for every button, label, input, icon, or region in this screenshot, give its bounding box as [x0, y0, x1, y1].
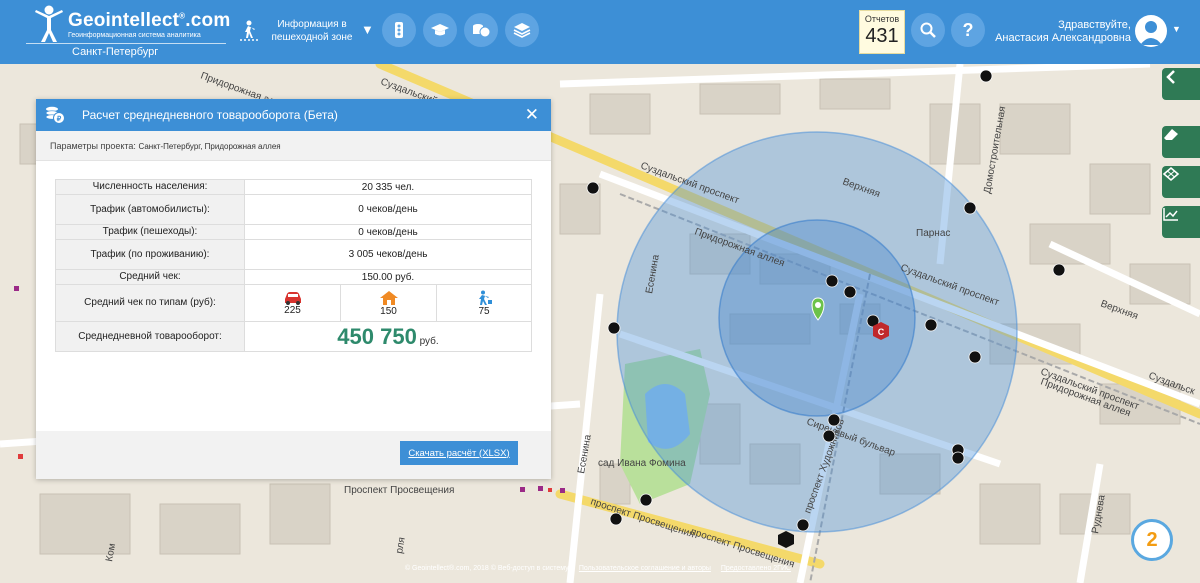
car-icon: [284, 291, 301, 305]
logo-person-icon: [35, 5, 63, 42]
pedestrian-zone-icon: [240, 20, 258, 41]
competitor-markers[interactable]: С: [586, 69, 1066, 548]
education-icon: [431, 24, 449, 36]
row-label: Средний чек:: [55, 269, 245, 285]
search-button[interactable]: [911, 13, 945, 47]
chevron-left-icon: [1166, 70, 1175, 84]
terms-link[interactable]: Пользовательское соглашение и авторы: [578, 565, 711, 572]
panel-footer: Скачать расчёт (XLSX): [36, 431, 551, 479]
user-menu-dropdown-icon[interactable]: ▼: [1172, 24, 1181, 34]
help-icon: ?: [962, 19, 974, 40]
avg-check-car: 225: [244, 284, 341, 322]
logo-title: Geointellect®.com: [68, 10, 231, 31]
2gis-link[interactable]: Предоставлено 2ГИС: [720, 565, 792, 572]
project-params: Параметры проекта: Санкт-Петербург, Прид…: [36, 131, 551, 161]
panel-header[interactable]: ₽ Расчет среднедневного товарооборота (Б…: [36, 99, 551, 131]
row-value: 20 335 чел.: [244, 179, 532, 195]
street-label: рля: [394, 536, 408, 554]
project-params-value: Санкт-Петербург, Придорожная аллея: [138, 142, 281, 151]
city-selector[interactable]: Санкт-Петербург: [72, 46, 159, 58]
table-row: Трафик (пешеходы): 0 чеков/день: [55, 224, 532, 240]
user-greeting[interactable]: Здравствуйте, Анастасия Александровна: [995, 19, 1131, 44]
turnover-value: 450 750: [337, 323, 417, 349]
pedestrian-zone-dropdown-icon[interactable]: ▼: [361, 22, 374, 37]
search-icon: [920, 22, 936, 38]
user-icon: [1140, 21, 1162, 45]
page-footer: © Geointellect®.com, 2018 © Веб-доступ в…: [404, 565, 792, 572]
traffic-light-button[interactable]: [382, 13, 416, 47]
layers-icon: [513, 23, 531, 38]
park-label: сад Ивана Фомина: [598, 458, 686, 469]
reports-counter[interactable]: Отчетов 431: [859, 10, 905, 54]
row-label: Среднедневной товарооборот:: [55, 321, 245, 352]
area-tool-button[interactable]: [1162, 166, 1200, 198]
street-label: Ком: [104, 543, 118, 563]
logo-subtitle: Геоинформационная система аналитика: [68, 32, 201, 39]
turnover-calculation-panel: ₽ Расчет среднедневного товарооборота (Б…: [36, 99, 551, 479]
row-label: Трафик (по проживанию):: [55, 239, 245, 270]
avatar[interactable]: [1135, 15, 1167, 47]
svg-text:С: С: [878, 327, 885, 337]
row-value: 3 005 чеков/день: [244, 239, 532, 270]
coins-icon: ₽: [45, 106, 65, 124]
eraser-icon: [1164, 129, 1178, 140]
street-label: Проспект Просвещения: [344, 485, 454, 496]
row-value: 150.00 руб.: [244, 269, 532, 285]
row-label: Трафик (автомобилисты):: [55, 194, 245, 225]
logo[interactable]: Geointellect®.com Геоинформационная сист…: [8, 2, 231, 60]
turnover-unit: руб.: [419, 335, 439, 347]
grid-area-icon: [1162, 166, 1180, 182]
close-icon[interactable]: ✕: [524, 105, 539, 124]
table-row: Средний чек по типам (руб): 225 150 75: [55, 284, 532, 322]
download-xlsx-button[interactable]: Скачать расчёт (XLSX): [400, 441, 518, 465]
pedestrian-zone-label[interactable]: Информация в пешеходной зоне: [271, 19, 353, 43]
2gis-logo[interactable]: 2: [1131, 519, 1173, 561]
panel-title: Расчет среднедневного товарооборота (Бет…: [82, 108, 338, 122]
turnover-result: 450 750 руб.: [244, 321, 532, 352]
traffic-light-icon: [395, 22, 403, 38]
row-label: Средний чек по типам (руб):: [55, 284, 245, 322]
eraser-tool-button[interactable]: [1162, 126, 1200, 158]
table-row: Трафик (по проживанию): 3 005 чеков/день: [55, 239, 532, 270]
reports-count: 431: [865, 25, 899, 47]
turnover-table: Численность населения: 20 335 чел. Трафи…: [55, 179, 532, 352]
metro-label: Парнас: [916, 228, 950, 239]
table-row: Среднедневной товарооборот: 450 750 руб.: [55, 321, 532, 352]
help-button[interactable]: ?: [951, 13, 985, 47]
row-value: 0 чеков/день: [244, 224, 532, 240]
avg-check-pedestrian: 75: [436, 284, 532, 322]
row-value: 0 чеков/день: [244, 194, 532, 225]
money-button[interactable]: [464, 13, 498, 47]
analytics-tool-button[interactable]: [1162, 206, 1200, 238]
money-icon: [473, 24, 491, 38]
svg-text:₽: ₽: [57, 115, 62, 123]
table-row: Средний чек: 150.00 руб.: [55, 269, 532, 285]
top-header: Geointellect®.com Геоинформационная сист…: [0, 0, 1200, 64]
table-row: Трафик (автомобилисты): 0 чеков/день: [55, 194, 532, 225]
row-label: Трафик (пешеходы):: [55, 224, 245, 240]
education-button[interactable]: [423, 13, 457, 47]
pedestrian-icon: [479, 290, 492, 305]
row-label: Численность населения:: [55, 179, 245, 195]
table-row: Численность населения: 20 335 чел.: [55, 179, 532, 195]
location-pin-icon[interactable]: [811, 297, 825, 321]
house-icon: [379, 290, 398, 305]
chart-line-icon: [1163, 208, 1178, 221]
layers-button[interactable]: [505, 13, 539, 47]
avg-check-house: 150: [340, 284, 437, 322]
collapse-tools-button[interactable]: [1162, 68, 1200, 100]
